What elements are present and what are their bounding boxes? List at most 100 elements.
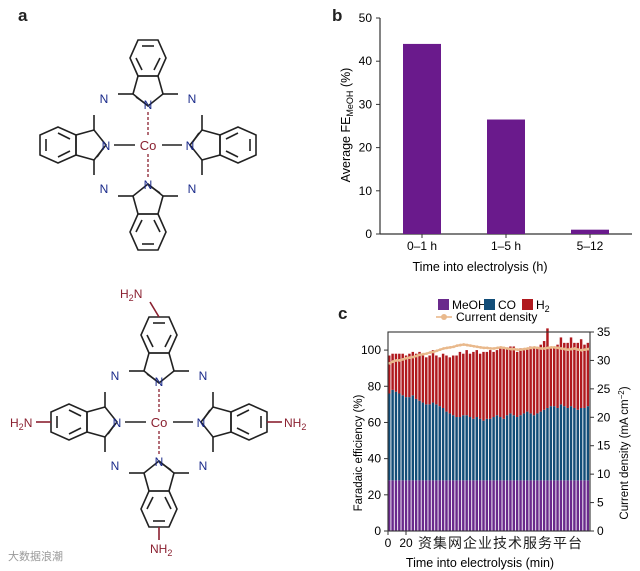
panel-label-b: b bbox=[332, 6, 343, 25]
chart-c-current-density-point bbox=[462, 343, 466, 346]
chart-c-co-bar bbox=[411, 395, 415, 481]
chart-b-tick-labels: 0 10 20 30 40 50 0–1 h 1–5 h 5–12 bbox=[359, 11, 604, 253]
chart-c-current-density-point bbox=[472, 344, 476, 348]
chart-c-current-density-point bbox=[509, 347, 513, 351]
chart-c-current-density-point bbox=[479, 345, 482, 349]
chart-b-y-tick-label: 30 bbox=[359, 97, 373, 111]
chart-c-current-density-point bbox=[543, 347, 546, 350]
chart-c-co-bar bbox=[536, 413, 539, 481]
cobalt-label: Co bbox=[140, 138, 157, 153]
nitrogen-label: N bbox=[144, 98, 153, 112]
chart-c-co-bar bbox=[489, 418, 492, 481]
chart-c-meoh-bar bbox=[458, 480, 462, 531]
chart-c-meoh-bar bbox=[394, 480, 398, 531]
chart-c-current-density-point bbox=[583, 348, 587, 352]
amine-label-bottom: NH2 bbox=[150, 542, 172, 558]
nitrogen-label: N bbox=[197, 416, 206, 430]
chart-c-h2-bar bbox=[391, 353, 394, 390]
chart-c-meoh-bar bbox=[522, 480, 526, 531]
chart-c-h2-bar bbox=[475, 350, 478, 418]
chart-c-current-density-point bbox=[559, 347, 563, 350]
chart-c-co-bar bbox=[468, 417, 472, 481]
chart-c-h2-bar bbox=[482, 351, 485, 421]
chart-c-current-density-point bbox=[398, 359, 402, 362]
chart-c-co-bar bbox=[408, 397, 411, 481]
nitrogen-label: N bbox=[144, 178, 153, 192]
chart-c-meoh-bar bbox=[401, 480, 404, 531]
chart-c-h2-bar bbox=[539, 344, 542, 412]
chart-c-co-bar bbox=[559, 404, 563, 481]
chart-c-h2-bar bbox=[435, 355, 438, 405]
chart-c-h2-bar bbox=[478, 353, 482, 419]
chart-b-y-axis-label: Average FEMeOH (%) bbox=[339, 68, 355, 183]
chart-c-current-density-point bbox=[570, 347, 573, 351]
chart-b-y-tick-label: 50 bbox=[359, 11, 373, 25]
chart-c-current-density-series bbox=[388, 343, 590, 365]
chart-c-h2-bar bbox=[573, 342, 576, 408]
chart-c-meoh-bar bbox=[482, 480, 485, 531]
amine-label-left: H2N bbox=[10, 416, 32, 432]
chart-c-meoh-bar bbox=[438, 480, 441, 531]
chart-c-h2-bar bbox=[404, 355, 408, 398]
chart-c-right-y-tick-label: 20 bbox=[597, 410, 611, 424]
chart-c-current-density-point bbox=[435, 349, 439, 353]
chart-c-h2-bar bbox=[552, 346, 556, 407]
chart-c-current-density-point bbox=[401, 357, 405, 361]
chart-c-h2-bar bbox=[398, 353, 401, 394]
chart-c-x-tick-label: 20 bbox=[399, 536, 413, 550]
chart-c-meoh-bar bbox=[472, 480, 475, 531]
chart-c-co-bar bbox=[502, 418, 505, 481]
chart-c-current-density-point bbox=[512, 347, 516, 351]
chart-c-co-bar bbox=[546, 407, 549, 481]
chart-c-h2-bar bbox=[515, 351, 519, 418]
chart-c-meoh-bar bbox=[421, 480, 425, 531]
chart-c-meoh-bar bbox=[428, 480, 431, 531]
chart-c-co-bar bbox=[515, 417, 519, 481]
chart-c-meoh-bar bbox=[549, 480, 553, 531]
chart-c-legend-label: CO bbox=[498, 298, 516, 312]
chart-c-right-y-tick-label: 30 bbox=[597, 353, 611, 367]
chart-c-left-y-tick-label: 40 bbox=[368, 452, 382, 466]
chart-c-co-bar bbox=[586, 406, 590, 481]
chart-b-x-axis-label: Time into electrolysis (h) bbox=[413, 260, 548, 274]
chart-c-current-density-point bbox=[395, 359, 398, 362]
chart-c-h2-bar bbox=[418, 351, 421, 401]
chart-c-left-y-axis-label: Faradaic efficiency (%) bbox=[353, 394, 365, 511]
chart-c-meoh-bar bbox=[391, 480, 394, 531]
nitrogen-label: N bbox=[199, 369, 208, 383]
chart-c-co-bar bbox=[455, 417, 458, 481]
chart-c-legend-swatch bbox=[438, 299, 449, 310]
nitrogen-label: N bbox=[100, 92, 109, 106]
chart-c-meoh-bar bbox=[529, 480, 532, 531]
chart-c-h2-bar bbox=[499, 348, 502, 418]
chart-c-h2-bar bbox=[546, 328, 549, 408]
chart-c-axes: 0 20 40 60 80 100 0 5 10 15 20 25 30 35 0 20 bbox=[361, 325, 611, 550]
chart-c-co-bar bbox=[583, 407, 586, 481]
chart-c-meoh-bar bbox=[542, 480, 546, 531]
chart-b-x-tick-label: 1–5 h bbox=[491, 239, 521, 253]
chart-c-co-bar bbox=[549, 406, 553, 481]
chart-c-co-bar bbox=[576, 409, 579, 481]
chart-c-current-density-point bbox=[448, 345, 452, 349]
chart-c-current-density-point bbox=[469, 344, 472, 348]
chart-c-h2-bar bbox=[394, 353, 398, 392]
chart-c-meoh-bar bbox=[468, 480, 472, 531]
chart-c-current-density-point bbox=[533, 345, 536, 349]
nitrogen-label: N bbox=[155, 375, 164, 389]
chart-c-co-bar bbox=[539, 411, 542, 481]
chart-c-current-density-point bbox=[418, 353, 422, 357]
chart-c-co-bar bbox=[485, 418, 489, 481]
chart-b-bars bbox=[403, 43, 609, 234]
chart-c-current-density-point bbox=[458, 343, 462, 347]
chart-c-current-density-point bbox=[388, 361, 392, 365]
chart-c-left-y-tick-label: 0 bbox=[374, 524, 381, 538]
chart-b-bar bbox=[571, 229, 609, 234]
nitrogen-label: N bbox=[199, 459, 208, 473]
chart-c-co-bar bbox=[438, 406, 441, 481]
chart-c-current-density-point bbox=[566, 348, 570, 352]
chart-c-co-bar bbox=[398, 393, 401, 481]
chart-c-left-y-tick-label: 20 bbox=[368, 488, 382, 502]
chart-c-co-bar bbox=[431, 402, 435, 481]
chart-c-h2-bar bbox=[505, 348, 509, 416]
chart-b-bar bbox=[403, 43, 441, 234]
